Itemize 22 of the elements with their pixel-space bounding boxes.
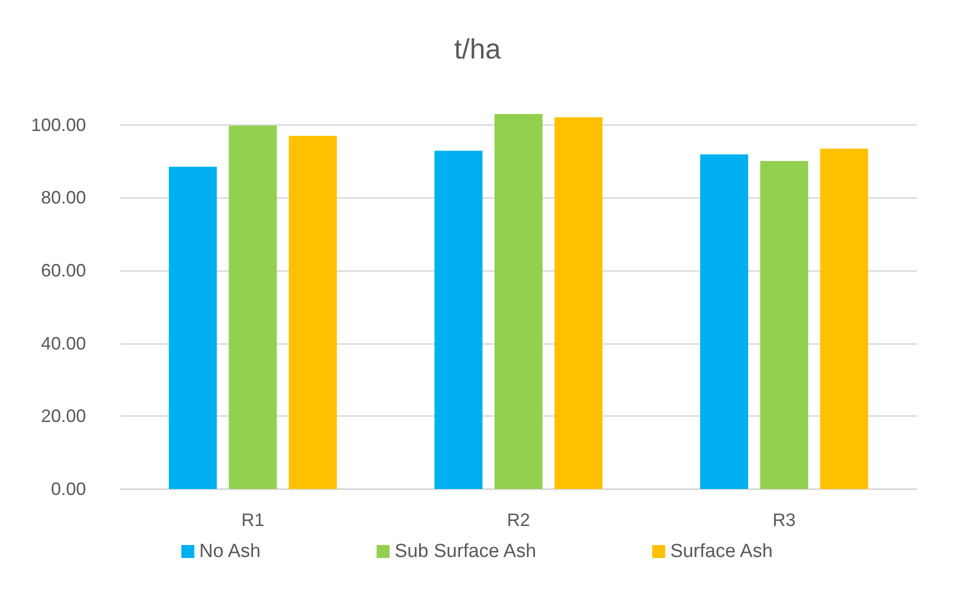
bar	[288, 136, 337, 489]
bar	[494, 114, 542, 489]
bar	[820, 148, 868, 489]
legend-label: Surface Ash	[670, 541, 773, 562]
bar	[228, 126, 277, 489]
bar	[554, 117, 602, 489]
x-tick-label: R1	[241, 510, 264, 530]
y-tick-label: 0.00	[50, 479, 86, 499]
y-tick-label: 100.00	[30, 114, 86, 135]
y-tick-label: 80.00	[40, 188, 86, 208]
chart-title: t/ha	[454, 34, 502, 64]
legend-label: No Ash	[199, 541, 261, 562]
bar	[700, 154, 748, 489]
legend-label: Sub Surface Ash	[394, 541, 536, 562]
bar	[434, 150, 482, 489]
y-tick-label: 40.00	[40, 333, 86, 354]
bar	[760, 160, 808, 489]
bar	[168, 166, 217, 489]
y-tick-label: 60.00	[40, 260, 86, 281]
y-tick-label: 20.00	[40, 406, 86, 426]
x-tick-label: R2	[506, 510, 530, 530]
x-tick-label: R3	[772, 510, 796, 530]
